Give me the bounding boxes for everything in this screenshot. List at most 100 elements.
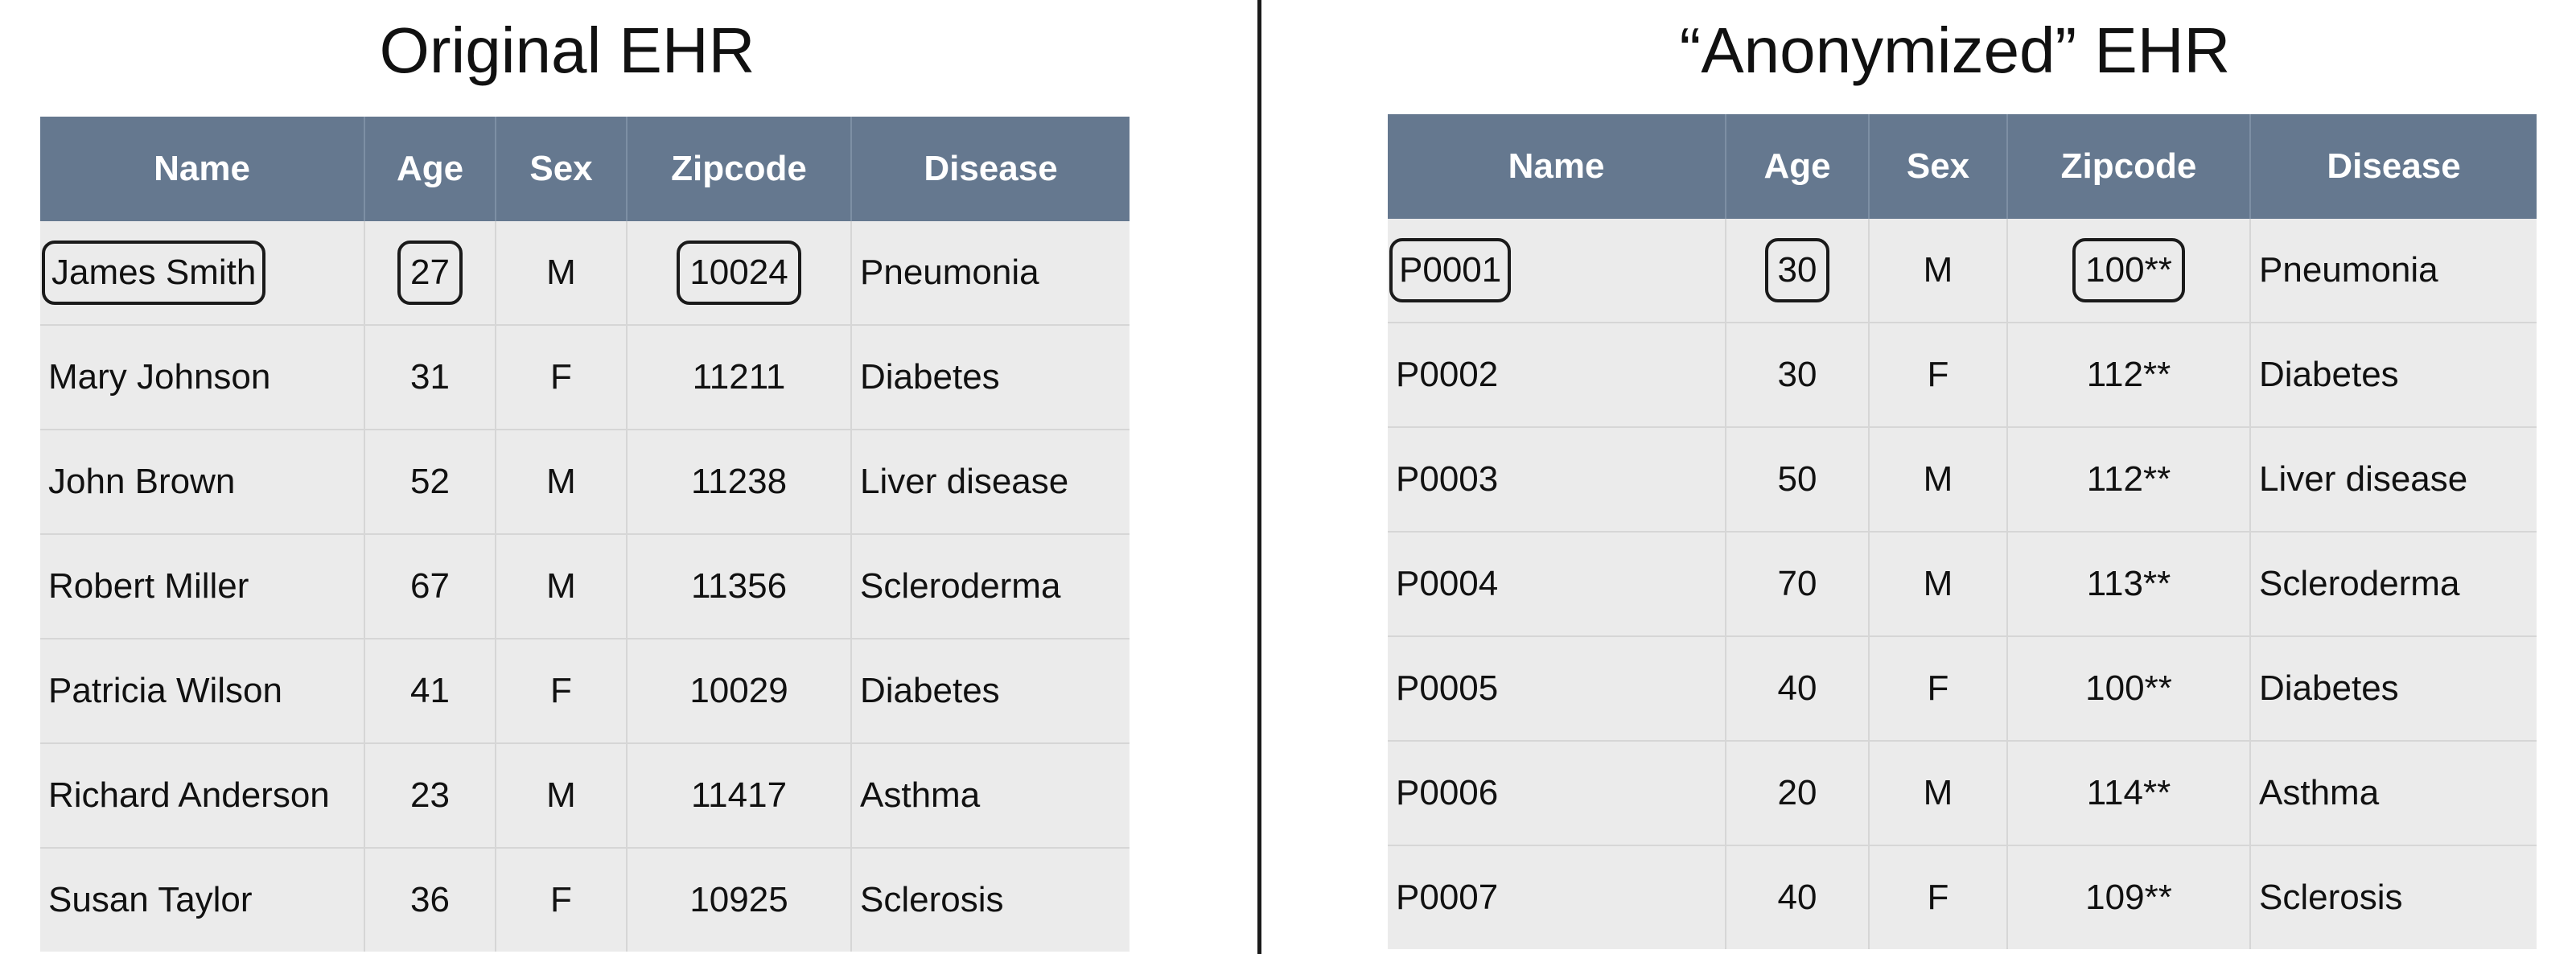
column-header-age: Age xyxy=(364,117,496,221)
column-header-zipcode: Zipcode xyxy=(626,117,851,221)
cell-sex: F xyxy=(1868,322,2007,427)
cell-name: Patricia Wilson xyxy=(40,638,364,743)
column-header-sex: Sex xyxy=(495,117,627,221)
cell-zipcode: 109** xyxy=(2006,845,2250,949)
cell-sex: F xyxy=(495,324,627,430)
highlighted-zipcode: 100** xyxy=(2072,238,2185,302)
cell-age: 50 xyxy=(1725,426,1869,532)
cell-zipcode: 112** xyxy=(2006,322,2250,427)
cell-disease: Pneumonia xyxy=(2249,219,2537,323)
original-ehr-title: Original EHR xyxy=(379,14,755,86)
cell-name: P0005 xyxy=(1388,635,1726,741)
cell-name: P0002 xyxy=(1388,322,1726,427)
cell-disease: Diabetes xyxy=(850,638,1130,743)
highlighted-age: 30 xyxy=(1764,238,1830,302)
column-header-disease: Disease xyxy=(850,117,1130,221)
column-header-disease: Disease xyxy=(2249,114,2537,219)
cell-name: Susan Taylor xyxy=(40,847,364,952)
panel-divider xyxy=(1257,0,1261,954)
cell-age: 31 xyxy=(364,324,496,430)
cell-sex: F xyxy=(1868,635,2007,741)
cell-sex: M xyxy=(1868,531,2007,636)
cell-name: Mary Johnson xyxy=(40,324,364,430)
cell-sex: M xyxy=(1868,219,2007,323)
cell-sex: F xyxy=(1868,845,2007,949)
cell-disease: Scleroderma xyxy=(850,533,1130,639)
cell-sex: M xyxy=(495,742,627,848)
column-header-age: Age xyxy=(1725,114,1869,219)
cell-zipcode: 112** xyxy=(2006,426,2250,532)
cell-zipcode: 11238 xyxy=(626,429,851,534)
cell-age: 40 xyxy=(1725,845,1869,949)
column-header-name: Name xyxy=(1388,114,1726,219)
cell-zipcode: 11417 xyxy=(626,742,851,848)
cell-name: P0004 xyxy=(1388,531,1726,636)
cell-sex: M xyxy=(495,221,627,325)
table-row: James Smith 27 M 10024 Pneumonia xyxy=(40,221,1130,325)
cell-disease: Scleroderma xyxy=(2249,531,2537,636)
table-row: P0005 40 F 100** Diabetes xyxy=(1388,635,2537,741)
cell-disease: Sclerosis xyxy=(850,847,1130,952)
cell-zipcode: 114** xyxy=(2006,740,2250,845)
cell-name: John Brown xyxy=(40,429,364,534)
cell-sex: M xyxy=(495,533,627,639)
column-header-zipcode: Zipcode xyxy=(2006,114,2250,219)
cell-disease: Asthma xyxy=(2249,740,2537,845)
cell-sex: M xyxy=(495,429,627,534)
cell-disease: Liver disease xyxy=(850,429,1130,534)
cell-zipcode: 100** xyxy=(2006,635,2250,741)
cell-age: 20 xyxy=(1725,740,1869,845)
cell-name: Richard Anderson xyxy=(40,742,364,848)
anonymized-ehr-title: “Anonymized” EHR xyxy=(1679,14,2231,86)
cell-disease: Liver disease xyxy=(2249,426,2537,532)
highlighted-name: James Smith xyxy=(42,241,266,305)
table-row: Mary Johnson 31 F 11211 Diabetes xyxy=(40,324,1130,430)
table-row: P0007 40 F 109** Sclerosis xyxy=(1388,845,2537,949)
cell-age: 70 xyxy=(1725,531,1869,636)
cell-sex: M xyxy=(1868,426,2007,532)
cell-sex: F xyxy=(495,638,627,743)
column-header-sex: Sex xyxy=(1868,114,2007,219)
cell-age: 23 xyxy=(364,742,496,848)
original-ehr-table: Name Age Sex Zipcode Disease James Smith… xyxy=(40,117,1130,952)
table-header-row: Name Age Sex Zipcode Disease xyxy=(40,117,1130,221)
cell-zipcode: 113** xyxy=(2006,531,2250,636)
table-row: P0006 20 M 114** Asthma xyxy=(1388,740,2537,845)
cell-zipcode: 11211 xyxy=(626,324,851,430)
table-row: P0001 30 M 100** Pneumonia xyxy=(1388,219,2537,323)
cell-disease: Sclerosis xyxy=(2249,845,2537,949)
table-row: John Brown 52 M 11238 Liver disease xyxy=(40,429,1130,534)
column-header-name: Name xyxy=(40,117,364,221)
anonymized-ehr-table: Name Age Sex Zipcode Disease P0001 30 M … xyxy=(1388,114,2537,949)
table-row: P0002 30 F 112** Diabetes xyxy=(1388,322,2537,427)
cell-age: 30 xyxy=(1725,322,1869,427)
cell-name: P0007 xyxy=(1388,845,1726,949)
cell-sex: F xyxy=(495,847,627,952)
table-row: P0003 50 M 112** Liver disease xyxy=(1388,426,2537,532)
cell-age: 30 xyxy=(1725,219,1869,323)
cell-zipcode: 10029 xyxy=(626,638,851,743)
cell-age: 41 xyxy=(364,638,496,743)
table-header-row: Name Age Sex Zipcode Disease xyxy=(1388,114,2537,219)
cell-zipcode: 11356 xyxy=(626,533,851,639)
cell-disease: Diabetes xyxy=(2249,635,2537,741)
table-row: Robert Miller 67 M 11356 Scleroderma xyxy=(40,533,1130,639)
highlighted-name: P0001 xyxy=(1389,238,1512,302)
cell-name: James Smith xyxy=(40,221,364,325)
cell-name: Robert Miller xyxy=(40,533,364,639)
cell-name: P0003 xyxy=(1388,426,1726,532)
cell-zipcode: 10925 xyxy=(626,847,851,952)
highlighted-age: 27 xyxy=(397,241,463,305)
table-row: Patricia Wilson 41 F 10029 Diabetes xyxy=(40,638,1130,743)
cell-disease: Pneumonia xyxy=(850,221,1130,325)
cell-age: 52 xyxy=(364,429,496,534)
cell-age: 40 xyxy=(1725,635,1869,741)
cell-zipcode: 10024 xyxy=(626,221,851,325)
highlighted-zipcode: 10024 xyxy=(677,241,801,305)
cell-zipcode: 100** xyxy=(2006,219,2250,323)
cell-disease: Diabetes xyxy=(2249,322,2537,427)
cell-disease: Diabetes xyxy=(850,324,1130,430)
cell-age: 67 xyxy=(364,533,496,639)
cell-age: 36 xyxy=(364,847,496,952)
cell-sex: M xyxy=(1868,740,2007,845)
